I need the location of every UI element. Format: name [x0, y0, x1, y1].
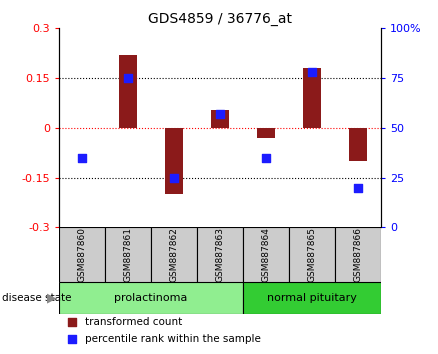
Bar — [119, 55, 137, 128]
Text: normal pituitary: normal pituitary — [267, 293, 357, 303]
Text: GSM887862: GSM887862 — [170, 227, 179, 282]
Text: ▶: ▶ — [47, 292, 57, 304]
Bar — [105, 227, 151, 282]
Bar — [243, 227, 289, 282]
Point — [308, 69, 315, 75]
Text: GSM887860: GSM887860 — [78, 227, 87, 282]
Text: prolactinoma: prolactinoma — [114, 293, 188, 303]
Text: GSM887861: GSM887861 — [124, 227, 133, 282]
Text: GSM887865: GSM887865 — [307, 227, 317, 282]
Title: GDS4859 / 36776_at: GDS4859 / 36776_at — [148, 12, 292, 26]
Point — [170, 175, 178, 181]
Bar — [257, 128, 275, 138]
Text: percentile rank within the sample: percentile rank within the sample — [85, 334, 261, 344]
Text: transformed count: transformed count — [85, 318, 182, 327]
Bar — [349, 128, 367, 161]
Text: GSM887863: GSM887863 — [215, 227, 225, 282]
Text: disease state: disease state — [2, 293, 72, 303]
Point — [262, 155, 269, 161]
Bar — [59, 227, 105, 282]
Bar — [165, 128, 183, 194]
Bar — [335, 227, 381, 282]
Point — [68, 320, 75, 325]
Bar — [211, 110, 230, 128]
Bar — [303, 68, 321, 128]
Bar — [243, 282, 381, 314]
Bar — [151, 227, 197, 282]
Bar — [289, 227, 335, 282]
Point — [216, 111, 223, 117]
Point — [354, 185, 361, 190]
Text: GSM887864: GSM887864 — [261, 227, 271, 282]
Point — [124, 75, 131, 81]
Bar — [59, 282, 243, 314]
Point — [79, 155, 86, 161]
Bar — [197, 227, 243, 282]
Point — [68, 336, 75, 342]
Text: GSM887866: GSM887866 — [353, 227, 363, 282]
